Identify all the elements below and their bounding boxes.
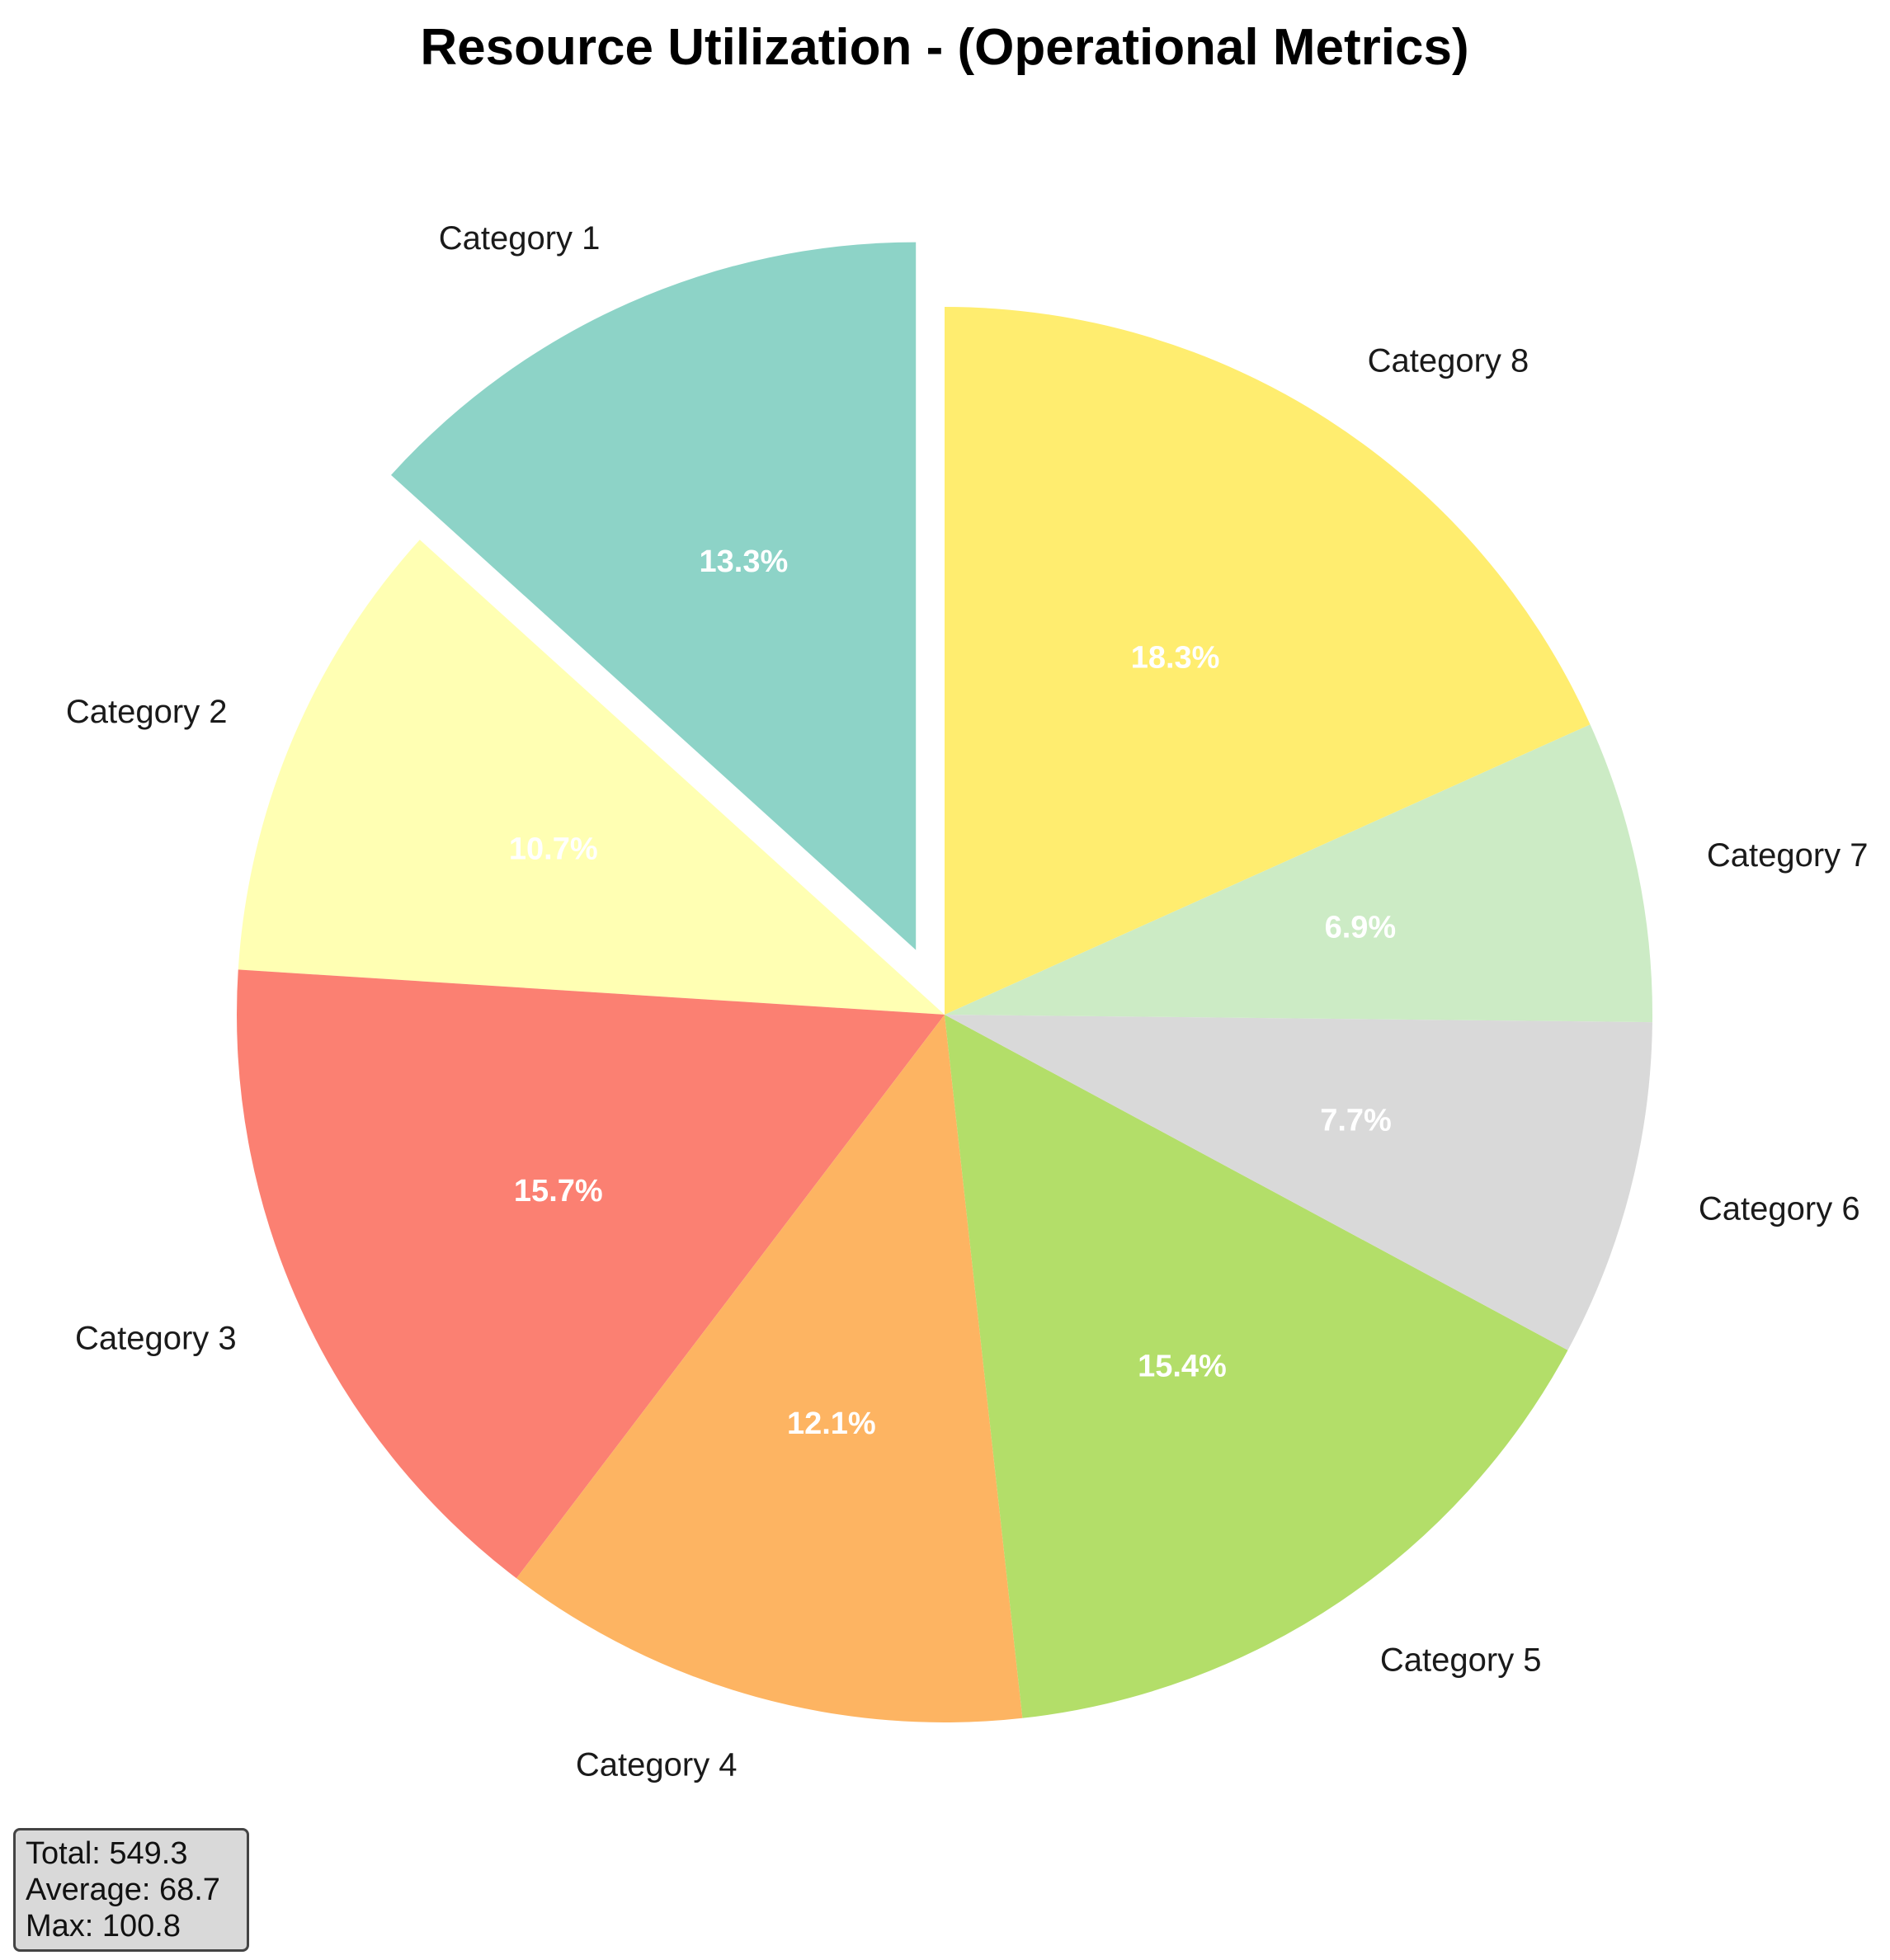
category-label-category-8: Category 8 (1368, 343, 1529, 379)
stats-box: Total: 549.3 Average: 68.7 Max: 100.8 (13, 1828, 249, 1952)
percent-label-category-4: 12.1% (787, 1406, 876, 1441)
category-label-category-2: Category 2 (66, 694, 228, 730)
percent-label-category-1: 13.3% (700, 544, 789, 579)
percent-label-category-3: 15.7% (514, 1174, 603, 1209)
pie-slice-category-7 (945, 724, 1652, 1023)
pie-slice-category-1 (391, 242, 917, 950)
pie-slice-category-4 (516, 1015, 1023, 1723)
chart-title: Resource Utilization - (Operational Metr… (420, 19, 1468, 76)
stats-max: Max: 100.8 (26, 1909, 181, 1944)
percent-label-category-6: 7.7% (1320, 1103, 1392, 1138)
pie-slice-category-8 (945, 307, 1591, 1015)
percent-label-category-2: 10.7% (509, 832, 598, 867)
category-label-category-6: Category 6 (1699, 1191, 1860, 1227)
pie-slice-category-2 (238, 539, 945, 1015)
category-label-category-4: Category 4 (576, 1747, 738, 1783)
percent-label-category-7: 6.9% (1325, 911, 1397, 945)
category-label-category-5: Category 5 (1380, 1642, 1542, 1678)
category-labels: Category 1 Category 2 Category 3 Category 4… (66, 220, 1869, 1783)
pie-slice-category-3 (237, 969, 945, 1579)
stats-total: Total: 549.3 (26, 1836, 188, 1871)
pie-slice-category-5 (945, 1015, 1568, 1718)
stats-average: Average: 68.7 (26, 1873, 220, 1907)
category-label-category-7: Category 7 (1707, 837, 1869, 874)
percent-label-category-5: 15.4% (1138, 1350, 1227, 1384)
category-label-category-3: Category 3 (75, 1320, 237, 1356)
percent-labels: 13.3% 10.7% 15.7% 12.1% 15.4% 7.7% 6.9% 18.3% (509, 544, 1396, 1441)
pie-slice-category-6 (945, 1015, 1652, 1350)
category-label-category-1: Category 1 (439, 220, 601, 257)
percent-label-category-8: 18.3% (1131, 641, 1220, 676)
pie-slices (237, 242, 1652, 1723)
